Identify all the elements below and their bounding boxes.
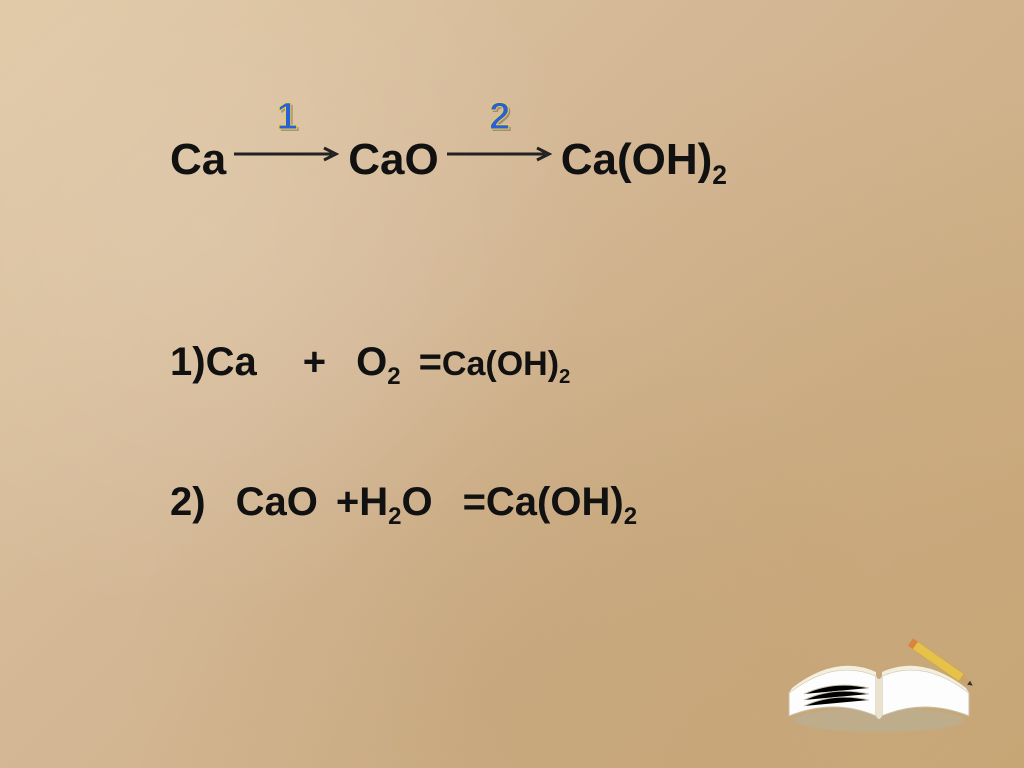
book-icon bbox=[774, 598, 984, 738]
step-number-2: 2 bbox=[489, 96, 510, 139]
eq2-rhs: Ca(OH)2 bbox=[486, 480, 637, 525]
chain-term-3-sub: 2 bbox=[712, 160, 727, 190]
eq1-plus: + bbox=[303, 340, 326, 385]
eq1-rhs-sub: 2 bbox=[559, 366, 570, 388]
eq2-lhs-b-text: H bbox=[359, 480, 388, 524]
eq2-equals: = bbox=[463, 480, 486, 525]
eq2-lhs-b-sub: 2 bbox=[388, 503, 401, 530]
slide: Ca 1 CaO 2 Ca(OH)2 1) Ca + O2 = Ca(OH)2 bbox=[0, 0, 1024, 768]
equation-1: 1) Ca + O2 = Ca(OH)2 bbox=[170, 340, 570, 385]
eq2-index: 2) bbox=[170, 480, 206, 525]
eq1-index: 1) bbox=[170, 340, 206, 385]
chain-arrow-1: 1 bbox=[232, 130, 342, 174]
reaction-chain: Ca 1 CaO 2 Ca(OH)2 bbox=[170, 130, 727, 185]
step-number-1: 1 bbox=[277, 96, 298, 139]
chain-term-1: Ca bbox=[170, 135, 226, 185]
eq1-lhs-b-sub: 2 bbox=[387, 363, 400, 390]
eq2-lhs-b: H2 bbox=[359, 480, 401, 525]
eq1-lhs-b: O2 bbox=[356, 340, 400, 385]
eq2-rhs-sub: 2 bbox=[624, 503, 637, 530]
arrow-icon bbox=[232, 145, 342, 163]
eq1-rhs: Ca(OH)2 bbox=[442, 345, 570, 384]
eq1-equals: = bbox=[419, 340, 442, 385]
eq1-lhs-b-text: O bbox=[356, 340, 387, 384]
chain-term-3: Ca(OH)2 bbox=[561, 135, 727, 185]
chain-term-2: CaO bbox=[348, 135, 438, 185]
eq2-lhs-a: CaO bbox=[236, 480, 318, 525]
equation-2: 2) CaO + H2 O = Ca(OH)2 bbox=[170, 480, 637, 525]
eq2-plus: + bbox=[336, 480, 359, 525]
arrow-icon bbox=[445, 145, 555, 163]
eq1-lhs-a: Ca bbox=[206, 340, 257, 385]
chain-arrow-2: 2 bbox=[445, 130, 555, 174]
eq1-rhs-text: Ca(OH) bbox=[442, 345, 559, 383]
eq2-lhs-c: O bbox=[401, 480, 432, 525]
chain-term-3-text: Ca(OH) bbox=[561, 135, 713, 184]
eq2-rhs-text: Ca(OH) bbox=[486, 480, 624, 524]
